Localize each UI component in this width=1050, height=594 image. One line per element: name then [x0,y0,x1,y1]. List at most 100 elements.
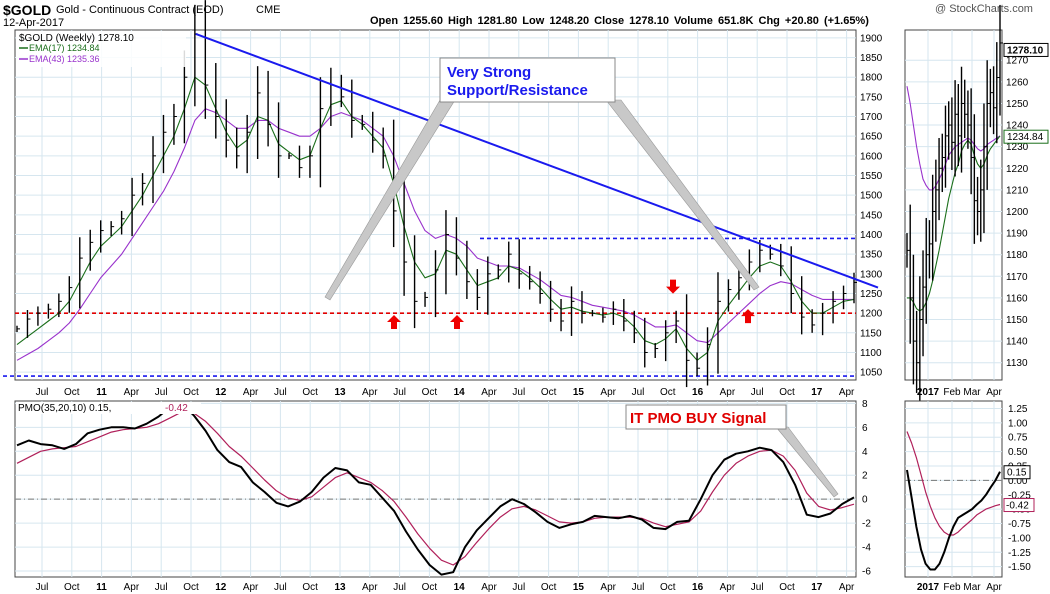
pmo-x-tick-label: Oct [422,582,438,593]
pmo-x-tick-label: Jul [155,582,168,593]
y-tick-label: 0 [862,495,868,506]
y-tick-label: 1400 [860,230,883,241]
instrument-name: Gold - Continuous Contract (EOD) [56,4,224,16]
y-tick-label: -4 [862,543,871,554]
x-tick-label: Jul [632,387,645,398]
pmo-x-tick-label: 15 [573,582,585,593]
y-tick-label: 1190 [1006,229,1028,240]
pmo-x-tick-label: Apr [124,582,140,593]
y-tick-label: 0.00 [1008,476,1028,487]
quote-summary: Open 1255.60 High 1281.80 Low 1248.20 Cl… [370,15,869,27]
daily-pmo-x-tick-label: 2017 [917,582,940,593]
pmo-x-tick-label: Oct [779,582,795,593]
pmo-x-tick-label: 12 [215,582,227,593]
pmo-x-tick-label: Oct [64,582,80,593]
y-tick-label: 1.25 [1008,404,1028,415]
chart-date: 12-Apr-2017 [3,17,65,29]
x-tick-label: Apr [839,387,855,398]
callout-box [439,57,616,103]
y-tick-label: 1750 [860,92,883,103]
y-tick-label: 1140 [1006,337,1028,348]
y-tick-label: 8 [862,399,868,410]
daily-pmo-signal-line [906,431,1001,536]
pmo-signal-legend: -0.42 [165,403,188,414]
daily-x-tick-label: 2017 [917,387,940,398]
x-tick-label: Jul [751,387,764,398]
y-tick-label: 1600 [860,151,883,162]
legend-bg [16,31,186,67]
x-tick-label: Jul [393,387,406,398]
y-tick-label: -6 [862,567,871,578]
price-panel [14,29,857,381]
x-tick-label: Apr [362,387,378,398]
y-tick-label: 1250 [1006,99,1029,110]
daily-pmo-x-tick-label: Mar [963,582,981,593]
pmo-x-tick-label: Jul [393,582,406,593]
x-tick-label: Oct [779,387,795,398]
daily-pmo-x-tick-label: Apr [986,582,1002,593]
x-tick-label: Apr [243,387,259,398]
y-tick-label: 1240 [1006,121,1029,132]
y-tick-label: 1270 [1006,56,1029,67]
y-tick-label: -0.75 [1008,519,1031,530]
x-tick-label: 17 [811,387,823,398]
symbol-title: $GOLD [3,2,52,18]
y-tick-label: 1260 [1006,77,1029,88]
daily-pmo-x-tick-label: Feb [943,582,961,593]
signal-arrow-down [666,279,680,294]
y-tick-label: -0.25 [1008,490,1031,501]
x-tick-label: Oct [64,387,80,398]
price-badge-text: 1278.10 [1007,45,1044,56]
x-tick-label: Oct [660,387,676,398]
legend-ema17: EMA(17) 1234.84 [29,43,100,53]
callout-pointer-right [605,99,760,291]
legend-price: $GOLD (Weekly) 1278.10 [19,33,134,44]
signal-badge [1003,498,1035,513]
y-tick-label: 1170 [1006,272,1028,283]
y-tick-label: -1.50 [1008,562,1031,573]
x-tick-label: 11 [96,387,107,398]
pmo-x-tick-label: Jul [632,582,645,593]
exchange-label: CME [256,4,281,16]
pmo-x-tick-label: 16 [692,582,704,593]
y-tick-label: 1130 [1006,358,1028,369]
pmo-x-tick-label: Jul [274,582,287,593]
y-tick-label: 1550 [860,171,883,182]
x-tick-label: 14 [454,387,466,398]
y-tick-label: 1230 [1006,142,1029,153]
y-tick-label: 0.75 [1008,433,1028,444]
pmo-x-tick-label: 13 [334,582,346,593]
price-badge [1003,42,1049,57]
y-tick-label: 1250 [860,289,883,300]
y-tick-label: 1650 [860,132,883,143]
callout-text-line2: Support/Resistance [447,82,588,99]
daily-x-tick-label: Apr [986,387,1002,398]
daily-pmo-line [906,469,1001,571]
y-tick-label: 1900 [860,33,883,44]
pmo-badge-text: 0.15 [1007,468,1027,479]
y-tick-label: 2 [862,471,868,482]
ema-badge-text: 1234.84 [1007,132,1044,143]
ema-badge [1003,129,1049,144]
pmo-callout-text: IT PMO BUY Signal [630,410,766,427]
ema43-line [16,108,854,361]
daily-price-panel [904,29,1003,381]
x-tick-label: 16 [692,387,704,398]
x-tick-label: Jul [36,387,49,398]
x-tick-label: 13 [334,387,346,398]
x-tick-label: 15 [573,387,585,398]
x-tick-label: Apr [600,387,616,398]
y-tick-label: 1350 [860,250,883,261]
y-tick-label: 6 [862,423,868,434]
y-tick-label: 1050 [860,368,883,379]
x-tick-label: Jul [512,387,525,398]
x-tick-label: Oct [422,387,438,398]
daily-x-tick-label: Mar [963,387,981,398]
pmo-x-tick-label: Jul [36,582,49,593]
x-tick-label: Oct [302,387,318,398]
y-tick-label: -1.00 [1008,533,1031,544]
pmo-x-tick-label: Apr [243,582,259,593]
y-tick-label: 1200 [1006,207,1029,218]
signal-badge-text: -0.42 [1006,501,1029,512]
y-tick-label: 4 [862,447,868,458]
